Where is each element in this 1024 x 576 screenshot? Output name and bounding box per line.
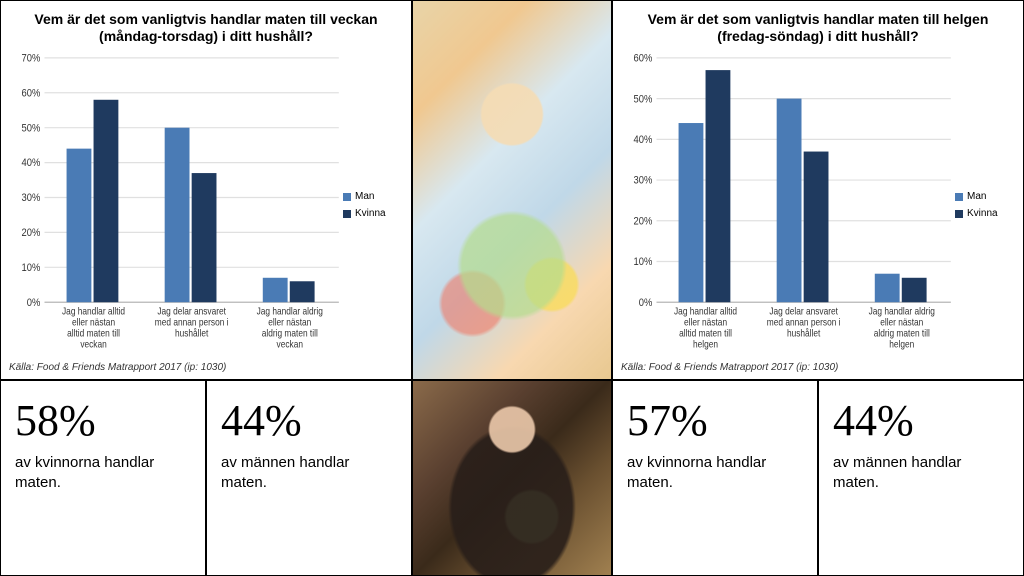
svg-text:10%: 10% bbox=[22, 262, 41, 274]
bar bbox=[165, 127, 190, 302]
bar bbox=[67, 148, 92, 302]
bar bbox=[902, 277, 927, 301]
svg-text:0%: 0% bbox=[639, 297, 653, 309]
svg-text:40%: 40% bbox=[634, 134, 653, 146]
stat-percent: 44% bbox=[221, 399, 397, 443]
stat-percent: 44% bbox=[833, 399, 1009, 443]
bar bbox=[290, 281, 315, 302]
weekday-chart-panel: Vem är det som vanligtvis handlar maten … bbox=[0, 0, 412, 380]
photo-placeholder-icon bbox=[413, 1, 611, 379]
svg-text:40%: 40% bbox=[22, 157, 41, 169]
bar bbox=[94, 99, 119, 301]
bar bbox=[706, 70, 731, 302]
weekend-chart-panel: Vem är det som vanligtvis handlar maten … bbox=[612, 0, 1024, 380]
svg-text:Jag delar ansvaretmed annan pe: Jag delar ansvaretmed annan person ihush… bbox=[155, 305, 229, 338]
stat-text: av kvinnorna handlar maten. bbox=[15, 453, 191, 492]
svg-text:50%: 50% bbox=[22, 122, 41, 134]
chart-source: Källa: Food & Friends Matrapport 2017 (i… bbox=[9, 362, 403, 373]
photo-placeholder-icon bbox=[413, 381, 611, 575]
legend-label-man: Man bbox=[355, 191, 374, 202]
stat-percent: 58% bbox=[15, 399, 191, 443]
svg-text:Jag handlar alltideller nästan: Jag handlar alltideller nästanalltid mat… bbox=[674, 305, 737, 349]
stat-text: av kvinnorna handlar maten. bbox=[627, 453, 803, 492]
bar bbox=[192, 173, 217, 302]
weekday-chart-plot: 0% 10% 20% 30% 40% 50% 60% 70% Jag handlar allti… bbox=[9, 53, 343, 358]
bar bbox=[679, 123, 704, 302]
chart-legend: Man Kvinna bbox=[343, 53, 403, 358]
chart-title: Vem är det som vanligtvis handlar maten … bbox=[9, 11, 403, 45]
svg-text:60%: 60% bbox=[634, 53, 653, 65]
legend-label-man: Man bbox=[967, 191, 986, 202]
svg-text:20%: 20% bbox=[22, 227, 41, 239]
chart-source: Källa: Food & Friends Matrapport 2017 (i… bbox=[621, 362, 1015, 373]
bar bbox=[875, 273, 900, 302]
legend-swatch-kvinna bbox=[955, 210, 963, 218]
photo-man-vegetables bbox=[412, 380, 612, 576]
bar bbox=[777, 98, 802, 302]
svg-text:30%: 30% bbox=[634, 175, 653, 187]
stat-weekend-men: 44% av männen handlar maten. bbox=[818, 380, 1024, 576]
chart-title: Vem är det som vanligtvis handlar maten … bbox=[621, 11, 1015, 45]
stat-weekday-women: 58% av kvinnorna handlar maten. bbox=[0, 380, 206, 576]
svg-text:Jag handlar aldrigeller nästan: Jag handlar aldrigeller nästanaldrig mat… bbox=[869, 305, 935, 349]
svg-text:70%: 70% bbox=[22, 53, 41, 65]
stat-percent: 57% bbox=[627, 399, 803, 443]
svg-text:30%: 30% bbox=[22, 192, 41, 204]
weekend-chart-plot: 0% 10% 20% 30% 40% 50% 60% Jag handlar alltidel… bbox=[621, 53, 955, 358]
legend-swatch-man bbox=[955, 193, 963, 201]
stat-weekend-women: 57% av kvinnorna handlar maten. bbox=[612, 380, 818, 576]
svg-text:10%: 10% bbox=[634, 256, 653, 268]
stat-weekday-men: 44% av männen handlar maten. bbox=[206, 380, 412, 576]
legend-swatch-man bbox=[343, 193, 351, 201]
chart-legend: Man Kvinna bbox=[955, 53, 1015, 358]
bar bbox=[804, 151, 829, 302]
svg-text:60%: 60% bbox=[22, 87, 41, 99]
legend-label-kvinna: Kvinna bbox=[355, 208, 386, 219]
svg-text:Jag handlar alltideller nästan: Jag handlar alltideller nästanalltid mat… bbox=[62, 305, 125, 349]
stat-text: av männen handlar maten. bbox=[833, 453, 1009, 492]
stat-text: av männen handlar maten. bbox=[221, 453, 397, 492]
svg-text:Jag delar ansvaretmed annan pe: Jag delar ansvaretmed annan person ihush… bbox=[767, 305, 841, 338]
photo-grocery-family bbox=[412, 0, 612, 380]
svg-text:Jag handlar aldrigeller nästan: Jag handlar aldrigeller nästanaldrig mat… bbox=[257, 305, 323, 349]
legend-swatch-kvinna bbox=[343, 210, 351, 218]
bar bbox=[263, 277, 288, 301]
legend-label-kvinna: Kvinna bbox=[967, 208, 998, 219]
svg-text:50%: 50% bbox=[634, 93, 653, 105]
svg-text:20%: 20% bbox=[634, 215, 653, 227]
svg-text:0%: 0% bbox=[27, 297, 41, 309]
